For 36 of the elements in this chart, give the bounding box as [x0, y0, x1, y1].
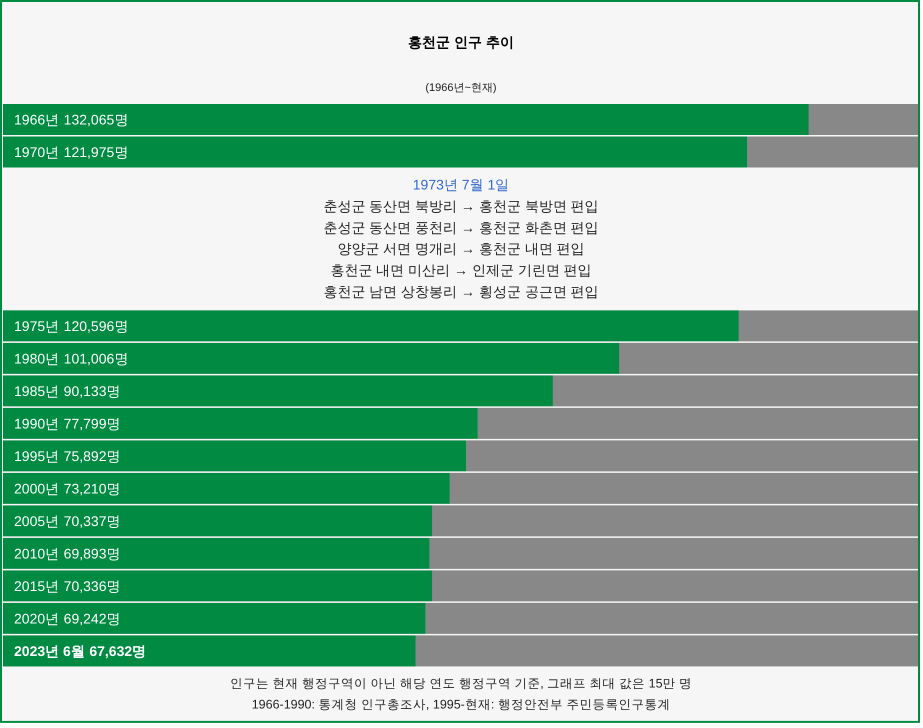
data-label: 120,596명	[64, 318, 128, 334]
data-label: 69,893명	[64, 545, 120, 562]
text: 홍천군 내면 미산리 → 인제군 기린면 편입	[330, 262, 592, 278]
data-label: 69,242명	[64, 610, 120, 626]
text: 인구는 현재 행정구역이 아닌 해당 연도 행정구역 기준, 그래프 최대 값은 15만 명	[230, 676, 692, 690]
y-tick-label: 1995년	[14, 448, 60, 464]
data-label: 132,065명	[64, 112, 128, 128]
y-tick-label: 1985년	[14, 382, 60, 399]
y-tick-label: 2000년	[14, 480, 60, 496]
y-tick-label: 1970년	[14, 144, 60, 160]
data-label: 121,975명	[64, 144, 128, 160]
text: 춘성군 동산면 풍천리 → 홍천군 화촌면 편입	[323, 219, 599, 236]
y-tick-label: 2020년	[14, 610, 60, 626]
y-tick-label: 2010년	[14, 545, 60, 562]
data-label: 70,337명	[64, 512, 120, 529]
data-label: 77,799명	[64, 415, 120, 432]
text: 양양군 서면 명개리 → 홍천군 내면 편입	[337, 240, 585, 257]
y-tick-label: 2023년 6월	[14, 642, 85, 659]
text: 1966-1990: 통계청 인구총조사, 1995-현재: 행정안전부 주민등록인구통계	[252, 697, 670, 712]
y-tick-label: 2005년	[14, 512, 60, 529]
chart-title: 홍천군 인구 추이	[408, 34, 514, 50]
chart-subtitle: (1966년~현재)	[425, 82, 497, 94]
y-tick-label: 1990년	[14, 415, 60, 432]
text: 춘성군 동산면 북방리 → 홍천군 북방면 편입	[323, 198, 599, 214]
data-label: 70,336명	[64, 578, 120, 594]
data-label: 73,210명	[64, 480, 120, 496]
data-label: 67,632명	[89, 642, 146, 659]
data-label: 75,892명	[64, 448, 120, 464]
y-tick-label: 1966년	[14, 112, 60, 128]
text: 홍천군 남면 상창봉리 → 횡성군 공근면 편입	[323, 284, 599, 300]
y-tick-label: 1980년	[14, 350, 60, 366]
y-tick-label: 2015년	[14, 578, 60, 594]
data-label: 90,133명	[64, 382, 120, 399]
data-label: 101,006명	[64, 350, 128, 366]
y-tick-label: 1975년	[14, 318, 60, 334]
text: 1973년 7월 1일	[412, 176, 510, 192]
